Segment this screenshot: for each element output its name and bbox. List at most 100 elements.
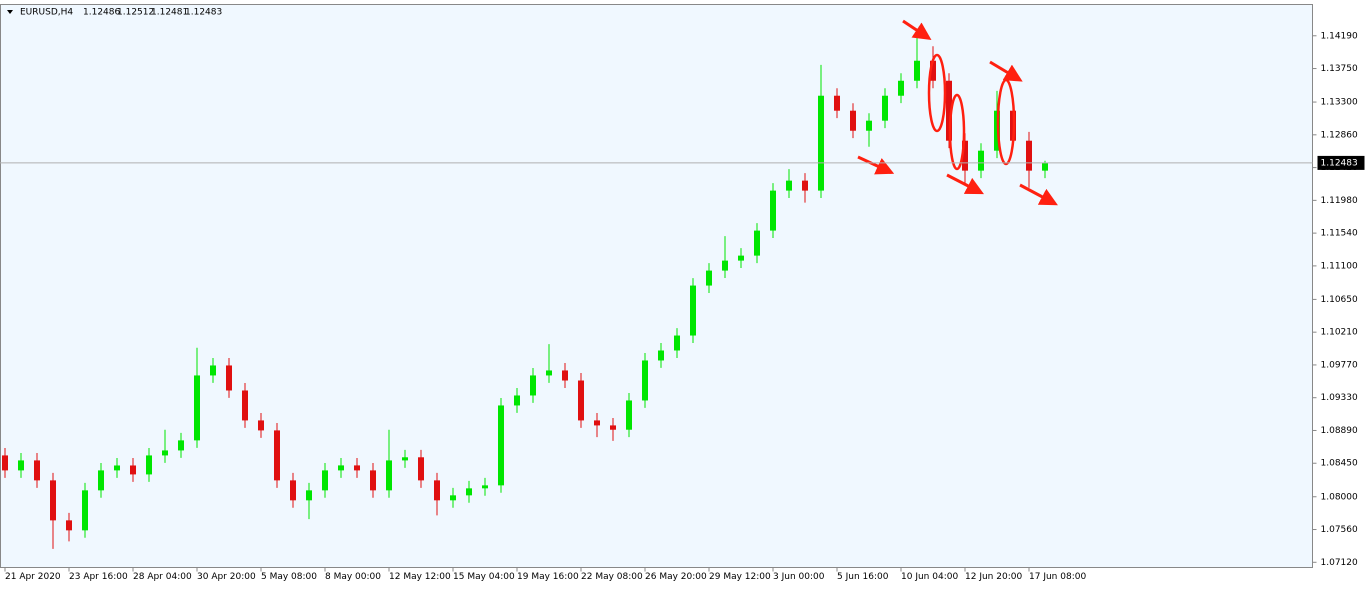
- candle-body: [882, 95, 888, 121]
- candle-body: [130, 465, 136, 475]
- y-tick-label: 1.08890: [1321, 426, 1358, 436]
- candle-body: [738, 255, 744, 261]
- candle-body: [802, 180, 808, 191]
- candle-body: [386, 460, 392, 491]
- candle-body: [338, 465, 344, 471]
- candle-body: [66, 520, 72, 531]
- highlight-ellipse: [948, 93, 966, 171]
- candle-body: [354, 465, 360, 471]
- x-tick-label: 30 Apr 20:00: [197, 572, 256, 582]
- y-tick-label: 1.09770: [1321, 360, 1358, 370]
- candle-body: [642, 360, 648, 401]
- candle-body: [930, 60, 936, 81]
- candle-body: [1042, 162, 1048, 171]
- candle-body: [578, 380, 584, 421]
- arrow: [989, 60, 1023, 82]
- arrow: [902, 19, 932, 40]
- candle-body: [306, 490, 312, 501]
- candle-body: [818, 95, 824, 191]
- x-tick-label: 22 May 08:00: [581, 572, 643, 582]
- x-tick-label: 23 Apr 16:00: [69, 572, 128, 582]
- candle-body: [706, 270, 712, 286]
- candle-body: [322, 470, 328, 491]
- x-tick-label: 21 Apr 2020: [5, 572, 61, 582]
- candle-body: [2, 455, 8, 471]
- x-tick-label: 12 May 12:00: [389, 572, 451, 582]
- candle-body: [562, 370, 568, 381]
- x-tick-label: 5 May 08:00: [261, 572, 317, 582]
- candle-body: [50, 480, 56, 521]
- candle-body: [98, 470, 104, 491]
- x-tick-label: 8 May 00:00: [325, 572, 381, 582]
- candle-body: [162, 450, 168, 456]
- candle-body: [114, 465, 120, 471]
- arrow: [1019, 183, 1058, 206]
- candle-body: [290, 480, 296, 501]
- arrow: [946, 173, 984, 195]
- candle-body: [1026, 140, 1032, 171]
- candle-body: [962, 140, 968, 171]
- x-tick-label: 19 May 16:00: [517, 572, 579, 582]
- y-tick-label: 1.07560: [1321, 525, 1358, 535]
- candle-body: [610, 425, 616, 430]
- candle-body: [34, 460, 40, 481]
- candle-body: [18, 460, 24, 471]
- candle-body: [178, 440, 184, 451]
- candle-body: [82, 490, 88, 531]
- y-tick-label: 1.08000: [1321, 492, 1358, 502]
- candle-body: [210, 365, 216, 376]
- y-tick-label: 1.07120: [1321, 558, 1358, 568]
- header-high: 1.12512: [117, 8, 154, 18]
- y-tick-label: 1.10650: [1321, 295, 1358, 305]
- x-tick-label: 28 Apr 04:00: [133, 572, 192, 582]
- candle-body: [482, 485, 488, 489]
- candle-body: [978, 150, 984, 171]
- menu-arrow[interactable]: [7, 10, 13, 14]
- x-tick-label: 3 Jun 00:00: [773, 572, 825, 582]
- y-tick-label: 1.10210: [1321, 328, 1358, 338]
- candle-body: [770, 190, 776, 231]
- candle-body: [146, 455, 152, 475]
- candle-body: [866, 120, 872, 131]
- header-close: 1.12483: [185, 8, 222, 18]
- candle-body: [450, 495, 456, 501]
- candle-body: [594, 420, 600, 426]
- candle-body: [754, 230, 760, 256]
- y-tick-label: 1.12860: [1321, 130, 1358, 140]
- x-tick-label: 10 Jun 04:00: [901, 572, 958, 582]
- x-tick-label: 15 May 04:00: [453, 572, 515, 582]
- x-tick-label: 29 May 12:00: [709, 572, 771, 582]
- candle-body: [274, 430, 280, 481]
- candle-body: [370, 470, 376, 491]
- candle-body: [194, 375, 200, 441]
- candle-body: [546, 370, 552, 376]
- annotations: [857, 19, 1058, 206]
- y-tick-label: 1.09330: [1321, 393, 1358, 403]
- candle-body: [674, 335, 680, 351]
- candle-body: [850, 110, 856, 131]
- candle-body: [786, 180, 792, 191]
- x-tick-label: 12 Jun 20:00: [965, 572, 1022, 582]
- y-tick-label: 1.13750: [1321, 64, 1358, 74]
- candle-body: [914, 60, 920, 81]
- candle-body: [226, 365, 232, 391]
- highlight-ellipse: [996, 78, 1016, 166]
- candle-body: [530, 375, 536, 396]
- candle-body: [658, 350, 664, 361]
- candle-body: [466, 488, 472, 496]
- y-tick-label: 1.11100: [1321, 261, 1358, 271]
- candle-body: [242, 390, 248, 421]
- candle-body: [402, 457, 408, 461]
- header-low: 1.12481: [151, 8, 188, 18]
- x-tick-label: 5 Jun 16:00: [837, 572, 889, 582]
- candle-body: [690, 285, 696, 336]
- candle-body: [946, 80, 952, 141]
- current-price-label: 1.12483: [1321, 158, 1358, 168]
- candle-body: [722, 260, 728, 271]
- y-tick-label: 1.08450: [1321, 459, 1358, 469]
- candle-body: [898, 80, 904, 96]
- plot-area: [0, 4, 1313, 568]
- candle-body: [498, 405, 504, 486]
